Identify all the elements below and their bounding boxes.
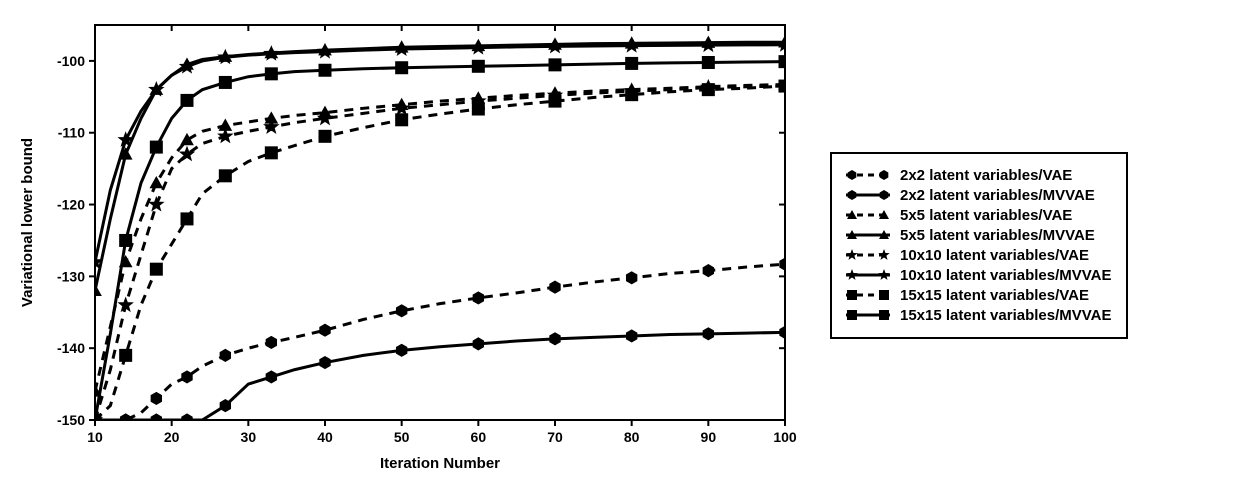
legend-item: 2x2 latent variables/VAE	[846, 167, 1112, 184]
svg-text:100: 100	[773, 429, 797, 445]
svg-text:40: 40	[317, 429, 333, 445]
figure-container: 10 20 30 40 50 60 70 80 90 100 -150 -140 -130 -120 -11…	[10, 10, 1229, 480]
legend-label: 5x5 latent variables/VAE	[900, 207, 1072, 224]
x-axis-label: Iteration Number	[380, 455, 500, 472]
legend-swatch	[846, 248, 890, 262]
svg-text:90: 90	[701, 429, 717, 445]
legend: 2x2 latent variables/VAE 2x2 latent varia…	[830, 152, 1128, 339]
svg-text:30: 30	[241, 429, 257, 445]
svg-text:70: 70	[547, 429, 563, 445]
legend-item: 2x2 latent variables/MVVAE	[846, 187, 1112, 204]
legend-swatch	[846, 188, 890, 202]
series-line	[95, 45, 785, 262]
legend-label: 15x15 latent variables/VAE	[900, 287, 1089, 304]
series-line	[95, 62, 785, 420]
legend-item: 15x15 latent variables/MVVAE	[846, 307, 1112, 324]
svg-text:-140: -140	[57, 340, 85, 356]
legend-swatch	[846, 228, 890, 242]
svg-text:60: 60	[471, 429, 487, 445]
svg-text:80: 80	[624, 429, 640, 445]
legend-item: 5x5 latent variables/VAE	[846, 207, 1112, 224]
legend-label: 2x2 latent variables/VAE	[900, 167, 1072, 184]
svg-text:-100: -100	[57, 53, 85, 69]
legend-swatch	[846, 288, 890, 302]
legend-label: 2x2 latent variables/MVVAE	[900, 187, 1095, 204]
svg-text:50: 50	[394, 429, 410, 445]
legend-item: 15x15 latent variables/VAE	[846, 287, 1112, 304]
legend-swatch	[846, 308, 890, 322]
legend-label: 10x10 latent variables/VAE	[900, 247, 1089, 264]
series-line	[95, 332, 785, 420]
legend-item: 10x10 latent variables/MVVAE	[846, 267, 1112, 284]
legend-label: 15x15 latent variables/MVVAE	[900, 307, 1112, 324]
svg-text:-120: -120	[57, 197, 85, 213]
legend-label: 10x10 latent variables/MVVAE	[900, 267, 1112, 284]
legend-swatch	[846, 168, 890, 182]
line-chart: 10 20 30 40 50 60 70 80 90 100 -150 -140 -130 -120 -11…	[10, 10, 810, 480]
legend-item: 10x10 latent variables/VAE	[846, 247, 1112, 264]
svg-text:-150: -150	[57, 412, 85, 428]
legend-swatch	[846, 268, 890, 282]
legend-swatch	[846, 208, 890, 222]
chart-area: 10 20 30 40 50 60 70 80 90 100 -150 -140 -130 -120 -11…	[10, 10, 810, 480]
svg-text:10: 10	[87, 429, 103, 445]
svg-text:-110: -110	[58, 125, 85, 141]
y-axis-label: Variational lower bound	[19, 138, 36, 307]
svg-text:20: 20	[164, 429, 180, 445]
legend-item: 5x5 latent variables/MVVAE	[846, 227, 1112, 244]
legend-label: 5x5 latent variables/MVVAE	[900, 227, 1095, 244]
series-line	[95, 264, 785, 420]
svg-text:-130: -130	[57, 268, 85, 284]
series-line	[95, 42, 785, 290]
